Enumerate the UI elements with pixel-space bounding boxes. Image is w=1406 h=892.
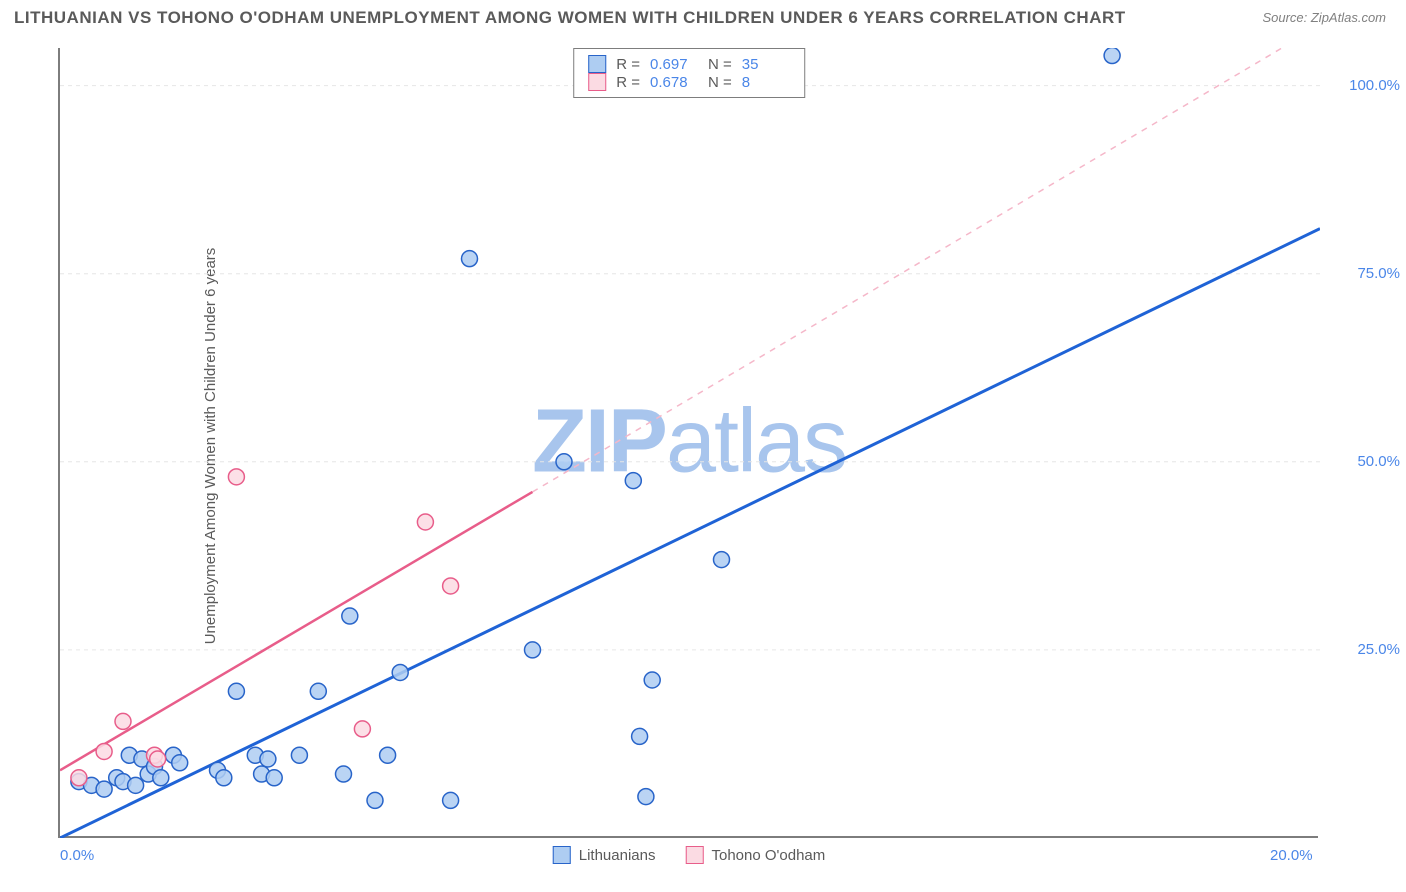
legend-bottom: Lithuanians Tohono O'odham — [553, 846, 826, 864]
n-label: N = — [708, 74, 732, 91]
legend-label: Lithuanians — [579, 847, 656, 864]
chart-title: LITHUANIAN VS TOHONO O'ODHAM UNEMPLOYMEN… — [14, 8, 1126, 28]
stats-legend: R = 0.697 N = 35 R = 0.678 N = 8 — [573, 48, 805, 98]
ytick-label: 75.0% — [1330, 265, 1400, 282]
swatch-icon — [588, 55, 606, 73]
n-label: N = — [708, 56, 732, 73]
swatch-icon — [588, 73, 606, 91]
swatch-icon — [685, 846, 703, 864]
ytick-label: 50.0% — [1330, 453, 1400, 470]
xtick-label: 0.0% — [60, 847, 94, 864]
legend-item-tohono: Tohono O'odham — [685, 846, 825, 864]
r-value: 0.678 — [650, 74, 698, 91]
legend-label: Tohono O'odham — [711, 847, 825, 864]
ytick-label: 100.0% — [1330, 77, 1400, 94]
stats-row-lithuanians: R = 0.697 N = 35 — [588, 55, 790, 73]
chart-svg — [60, 48, 1320, 838]
stats-row-tohono: R = 0.678 N = 8 — [588, 73, 790, 91]
swatch-icon — [553, 846, 571, 864]
r-value: 0.697 — [650, 56, 698, 73]
source-label: Source: ZipAtlas.com — [1262, 10, 1386, 25]
n-value: 8 — [742, 74, 790, 91]
xtick-label: 20.0% — [1270, 847, 1313, 864]
plot-area: ZIPatlas R = 0.697 N = 35 R = 0.678 N = … — [58, 48, 1318, 838]
legend-item-lithuanians: Lithuanians — [553, 846, 656, 864]
r-label: R = — [616, 56, 640, 73]
n-value: 35 — [742, 56, 790, 73]
r-label: R = — [616, 74, 640, 91]
ytick-label: 25.0% — [1330, 641, 1400, 658]
